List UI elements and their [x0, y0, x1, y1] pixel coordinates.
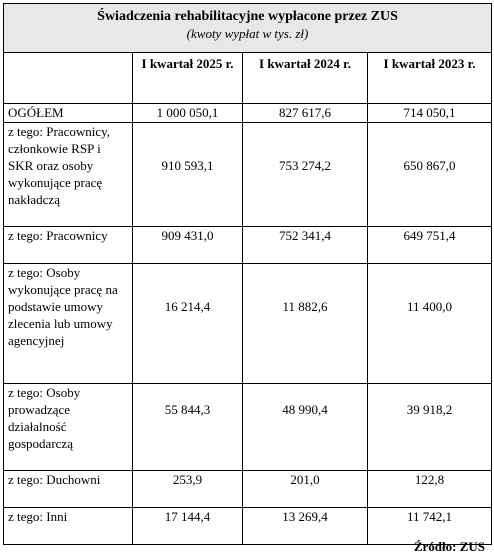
- cell-value: 17 144,4: [132, 507, 243, 545]
- cell-value: 909 431,0: [132, 226, 243, 264]
- cell-value: 48 990,4: [242, 383, 368, 471]
- column-header: I kwartał 2024 r.: [242, 52, 368, 104]
- benefits-table: Świadczenia rehabilitacyjne wypłacone pr…: [2, 3, 493, 545]
- row-label: z tego: Inni: [3, 507, 133, 545]
- table-row: z tego: Osoby wykonujące pracę na podsta…: [3, 263, 493, 384]
- cell-value: 910 593,1: [132, 122, 243, 227]
- cell-value: 650 867,0: [366, 122, 493, 227]
- cell-value: 649 751,4: [366, 226, 493, 264]
- row-label: z tego: Duchowni: [3, 470, 133, 508]
- table-row: z tego: Osoby prowadzące działalność gos…: [3, 383, 493, 471]
- row-label: z tego: Pracownicy, członkowie RSP i SKR…: [3, 122, 133, 227]
- cell-value: 827 617,6: [242, 103, 368, 123]
- table-row: z tego: Inni 17 144,4 13 269,4 11 742,1: [3, 507, 493, 545]
- row-label: OGÓŁEM: [3, 103, 133, 123]
- cell-value: 13 269,4: [242, 507, 368, 545]
- table-row: z tego: Duchowni 253,9 201,0 122,8: [3, 470, 493, 508]
- header-empty-cell: [3, 52, 133, 104]
- cell-value: 1 000 050,1: [132, 103, 243, 123]
- cell-value: 122,8: [366, 470, 493, 508]
- cell-value: 11 742,1: [366, 507, 493, 545]
- cell-value: 253,9: [132, 470, 243, 508]
- table-subtitle: (kwoty wypłat w tys. zł): [186, 26, 309, 41]
- table-title-cell: Świadczenia rehabilitacyjne wypłacone pr…: [2, 3, 493, 53]
- column-header: I kwartał 2025 r.: [132, 52, 243, 104]
- row-label: z tego: Pracownicy: [3, 226, 133, 264]
- cell-value: 16 214,4: [132, 263, 243, 384]
- cell-value: 39 918,2: [366, 383, 493, 471]
- source-note: Źródło: ZUS: [413, 539, 485, 554]
- row-label: z tego: Osoby wykonujące pracę na podsta…: [3, 263, 133, 384]
- table-row: z tego: Pracownicy, członkowie RSP i SKR…: [3, 122, 493, 227]
- cell-value: 752 341,4: [242, 226, 368, 264]
- cell-value: 753 274,2: [242, 122, 368, 227]
- cell-value: 201,0: [242, 470, 368, 508]
- column-header: I kwartał 2023 r.: [366, 52, 493, 104]
- table-row: OGÓŁEM 1 000 050,1 827 617,6 714 050,1: [3, 103, 493, 123]
- cell-value: 11 400,0: [366, 263, 493, 384]
- table-row: z tego: Pracownicy 909 431,0 752 341,4 6…: [3, 226, 493, 264]
- cell-value: 55 844,3: [132, 383, 243, 471]
- row-label: z tego: Osoby prowadzące działalność gos…: [3, 383, 133, 471]
- cell-value: 714 050,1: [366, 103, 493, 123]
- table-title: Świadczenia rehabilitacyjne wypłacone pr…: [97, 9, 398, 24]
- cell-value: 11 882,6: [242, 263, 368, 384]
